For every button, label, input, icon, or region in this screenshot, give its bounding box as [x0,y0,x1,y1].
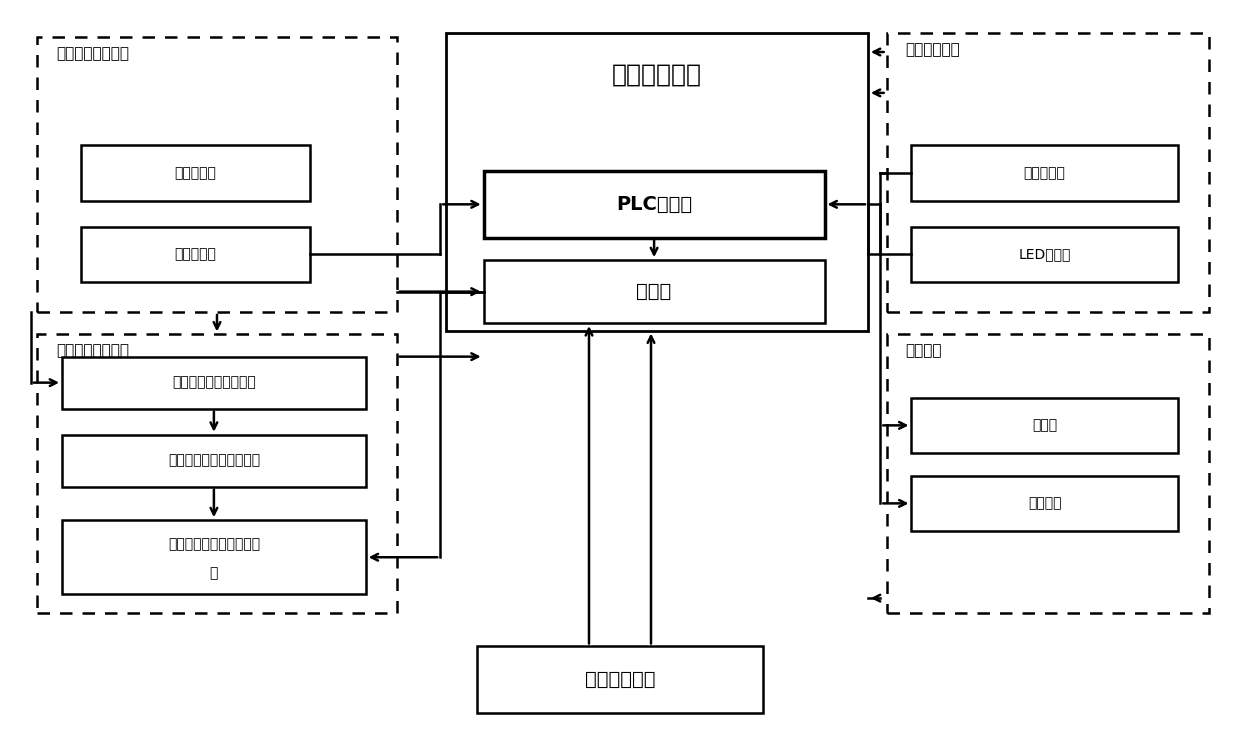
Text: PLC控制器: PLC控制器 [616,195,692,214]
Text: 报警模块: 报警模块 [905,343,941,358]
Text: 数据上传模块: 数据上传模块 [585,670,655,690]
FancyBboxPatch shape [911,145,1178,201]
FancyBboxPatch shape [887,33,1209,312]
Text: 脸部信息处理模块: 脸部信息处理模块 [56,343,129,358]
Text: 光线调节模块: 光线调节模块 [905,42,960,57]
FancyBboxPatch shape [477,646,763,713]
Text: 光线传感器: 光线传感器 [1024,166,1065,180]
FancyBboxPatch shape [62,435,366,487]
FancyBboxPatch shape [37,334,397,613]
Text: 警报器: 警报器 [1032,418,1058,432]
FancyBboxPatch shape [81,227,310,282]
FancyBboxPatch shape [484,260,825,323]
FancyBboxPatch shape [62,357,366,409]
FancyBboxPatch shape [446,33,868,331]
FancyBboxPatch shape [911,398,1178,453]
Text: 人脸图像匹配与识别子模: 人脸图像匹配与识别子模 [167,537,260,551]
Text: LED调光灯: LED调光灯 [1018,247,1071,262]
Text: 系统控制模块: 系统控制模块 [613,62,702,86]
FancyBboxPatch shape [911,227,1178,282]
FancyBboxPatch shape [62,520,366,594]
FancyBboxPatch shape [911,476,1178,531]
FancyBboxPatch shape [887,334,1209,613]
Text: 人脸图像特征提取子模块: 人脸图像特征提取子模块 [167,454,260,467]
Text: 人脸图像预处理子模块: 人脸图像预处理子模块 [172,376,255,389]
Text: 数据库: 数据库 [636,282,672,301]
Text: 报警单元: 报警单元 [1028,496,1061,510]
Text: 块: 块 [210,567,218,580]
Text: 高清摄像头: 高清摄像头 [175,166,216,180]
Text: 距离传感器: 距离传感器 [175,247,216,262]
FancyBboxPatch shape [484,171,825,238]
FancyBboxPatch shape [81,145,310,201]
Text: 脸部信息采集模块: 脸部信息采集模块 [56,46,129,61]
FancyBboxPatch shape [37,37,397,312]
